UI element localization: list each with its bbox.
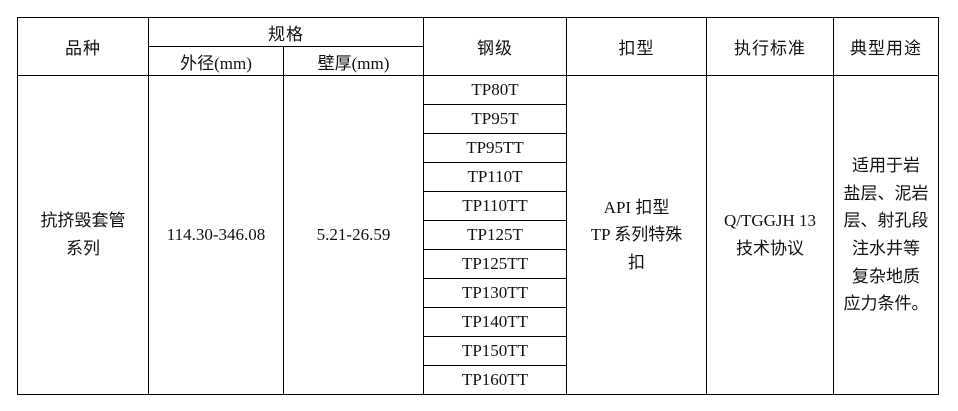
header-variety: 品种 bbox=[17, 17, 149, 76]
variety-line: 抗挤毁套管 bbox=[40, 211, 126, 231]
header-outer-diameter: 外径(mm) bbox=[148, 46, 284, 76]
cell-steel-grade: TP130TT bbox=[423, 278, 567, 308]
table-row: 抗挤毁套管 系列 114.30-346.08 5.21-26.59 TP80T … bbox=[17, 75, 939, 395]
cell-steel-grade: TP80T bbox=[423, 75, 567, 105]
header-thread-type: 扣型 bbox=[566, 17, 707, 76]
header-row-2: 外径(mm) 壁厚(mm) bbox=[18, 46, 939, 76]
header-standard: 执行标准 bbox=[706, 17, 834, 76]
typical-use-line: 层、射孔段 bbox=[843, 211, 929, 231]
cell-steel-grade: TP95TT bbox=[423, 133, 567, 163]
table-row: TP140TT bbox=[18, 307, 939, 337]
header-wall-thickness: 壁厚(mm) bbox=[283, 46, 424, 76]
thread-type-line: API 扣型 bbox=[603, 197, 670, 217]
header-spec: 规格 bbox=[148, 17, 424, 47]
table-row: TP160TT bbox=[18, 365, 939, 395]
typical-use-line: 注水井等 bbox=[852, 239, 920, 258]
cell-steel-grade: TP110TT bbox=[423, 191, 567, 221]
cell-steel-grade: TP125T bbox=[423, 220, 567, 250]
cell-steel-grade: TP160TT bbox=[423, 365, 567, 395]
table-row: TP95TT bbox=[18, 133, 939, 163]
typical-use-line: 适用于岩 bbox=[852, 156, 920, 176]
table-row: TP110T bbox=[18, 162, 939, 192]
table-row: TP125T bbox=[18, 220, 939, 250]
typical-use-line: 应力条件。 bbox=[843, 294, 929, 314]
header-steel-grade: 钢级 bbox=[423, 17, 567, 76]
thread-type-line: 扣 bbox=[628, 252, 645, 272]
cell-variety: 抗挤毁套管 系列 bbox=[17, 75, 149, 395]
variety-line: 系列 bbox=[66, 239, 100, 258]
casing-spec-table: 品种 规格 钢级 扣型 执行标准 典型用途 外径(mm) 壁厚(mm) 抗挤毁套… bbox=[17, 17, 939, 395]
table-row: TP110TT bbox=[18, 191, 939, 221]
cell-steel-grade: TP95T bbox=[423, 104, 567, 134]
cell-typical-use: 适用于岩 盐层、泥岩 层、射孔段 注水井等 复杂地质 应力条件。 bbox=[833, 75, 939, 395]
header-typical-use: 典型用途 bbox=[833, 17, 939, 76]
cell-outer-diameter: 114.30-346.08 bbox=[148, 75, 284, 395]
cell-steel-grade: TP150TT bbox=[423, 336, 567, 366]
cell-wall-thickness: 5.21-26.59 bbox=[283, 75, 424, 395]
cell-standard: Q/TGGJH 13 技术协议 bbox=[706, 75, 834, 395]
cell-steel-grade: TP140TT bbox=[423, 307, 567, 337]
table-row: TP125TT bbox=[18, 249, 939, 279]
standard-line: 技术协议 bbox=[736, 239, 804, 258]
thread-type-line: TP 系列特殊 bbox=[590, 225, 683, 245]
cell-steel-grade: TP125TT bbox=[423, 249, 567, 279]
table-row: TP130TT bbox=[18, 278, 939, 308]
typical-use-line: 复杂地质 bbox=[852, 266, 920, 286]
cell-thread-type: API 扣型 TP 系列特殊 扣 bbox=[566, 75, 707, 395]
table-row: TP150TT bbox=[18, 336, 939, 366]
typical-use-line: 盐层、泥岩 bbox=[843, 183, 929, 203]
standard-line: Q/TGGJH 13 bbox=[723, 211, 817, 231]
cell-steel-grade: TP110T bbox=[423, 162, 567, 192]
header-row-1: 品种 规格 钢级 扣型 执行标准 典型用途 bbox=[17, 17, 939, 76]
